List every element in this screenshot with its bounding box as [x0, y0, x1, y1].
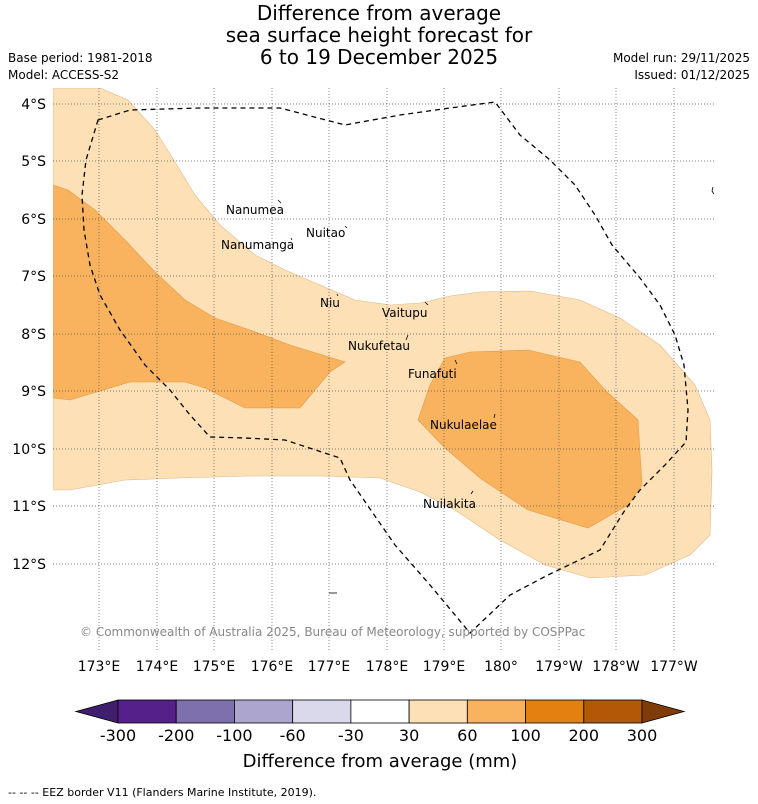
- place-nanumanga: Nanumanga: [221, 238, 294, 252]
- lon-label: 179°E: [423, 659, 466, 675]
- colorbar-tick-label: -60: [280, 726, 306, 745]
- colorbar-tick-label: 60: [457, 726, 477, 745]
- colorbar-tick-label: -200: [158, 726, 194, 745]
- colorbar-bin: [350, 699, 410, 724]
- colorbar-tick-label: 300: [627, 726, 658, 745]
- lon-labels: 173°E 174°E 175°E 176°E 177°E 178°E 179°…: [78, 659, 698, 675]
- colorbar-extend-low: [74, 699, 119, 724]
- lat-label: 4°S: [21, 97, 46, 113]
- colorbar-tick-label: -300: [100, 726, 136, 745]
- lon-label: 176°E: [251, 659, 294, 675]
- lat-label: 10°S: [12, 442, 46, 458]
- colorbar-title: Difference from average (mm): [243, 751, 518, 772]
- colorbar-bin: [175, 699, 235, 724]
- colorbar-tick-label: 30: [399, 726, 419, 745]
- lon-label: 178°W: [592, 659, 640, 675]
- colorbar-tick-label: -100: [216, 726, 252, 745]
- place-niu: Niu: [320, 296, 340, 310]
- colorbar-bin: [117, 699, 177, 724]
- colorbar-bin: [466, 699, 526, 724]
- colorbar-tick-label: 100: [510, 726, 541, 745]
- graticule: [53, 88, 714, 650]
- model-run: Model run: 29/11/2025: [612, 51, 750, 65]
- meta-left: Base period: 1981-2018 Model: ACCESS-S2: [8, 50, 153, 84]
- colorbar-bin: [408, 699, 468, 724]
- colorbar-tick-label: 200: [569, 726, 600, 745]
- lat-label: 5°S: [21, 154, 46, 170]
- colorbar-bin: [292, 699, 352, 724]
- lon-label: 175°E: [193, 659, 236, 675]
- title-line-2: sea surface height forecast for: [225, 23, 533, 47]
- lat-label: 9°S: [21, 384, 46, 400]
- place-funafuti: Funafuti: [408, 367, 457, 381]
- lon-label: 174°E: [136, 659, 179, 675]
- colorbar-tick-label: -30: [338, 726, 364, 745]
- issued-date: Issued: 01/12/2025: [634, 68, 750, 82]
- colorbar-extend-high: [641, 699, 686, 724]
- chart-title: Difference from average sea surface heig…: [0, 2, 758, 68]
- meta-right: Model run: 29/11/2025 Issued: 01/12/2025: [613, 50, 750, 84]
- title-line-3: 6 to 19 December 2025: [259, 45, 499, 69]
- place-vaitupu: Vaitupu: [382, 306, 428, 320]
- lat-label: 11°S: [12, 499, 46, 515]
- place-nanumea: Nanumea: [226, 203, 284, 217]
- map-area: Nanumea Nuitao Nanumanga Niu Vaitupu Nuk…: [53, 88, 714, 650]
- model-name: Model: ACCESS-S2: [8, 68, 120, 82]
- lat-labels: 4°S 5°S 6°S 7°S 8°S 9°S 10°S 11°S 12°S: [12, 97, 46, 573]
- colorbar-bin: [583, 699, 643, 724]
- lat-label: 8°S: [21, 327, 46, 343]
- lon-label: 173°E: [78, 659, 121, 675]
- colorbar-bin: [234, 699, 294, 724]
- lat-label: 12°S: [12, 557, 46, 573]
- lon-label: 177°W: [650, 659, 698, 675]
- lat-label: 6°S: [21, 212, 46, 228]
- copyright-text: © Commonwealth of Australia 2025, Bureau…: [80, 625, 585, 639]
- colorbar-bin: [525, 699, 585, 724]
- place-nuilakita: Nuilakita: [423, 497, 476, 511]
- colorbar: [74, 699, 686, 724]
- colorbar-ticks: -300 -200 -100 -60 -30 30 60 100 200 300: [100, 726, 657, 745]
- title-line-1: Difference from average: [256, 1, 502, 25]
- lon-label: 179°W: [535, 659, 583, 675]
- lon-label: 180°: [484, 659, 518, 675]
- place-labels: Nanumea Nuitao Nanumanga Niu Vaitupu Nuk…: [221, 203, 497, 511]
- lon-label: 178°E: [366, 659, 409, 675]
- base-period: Base period: 1981-2018: [8, 51, 153, 65]
- footer-legend: -- -- -- EEZ border V11 (Flanders Marine…: [8, 786, 317, 799]
- lon-label: 177°E: [308, 659, 351, 675]
- place-nukufetau: Nukufetau: [348, 339, 410, 353]
- island-markers: [277, 186, 714, 594]
- lat-label: 7°S: [21, 269, 46, 285]
- place-nukulaelae: Nukulaelae: [430, 418, 497, 432]
- place-nuitao: Nuitao: [306, 226, 345, 240]
- eez-border: [81, 101, 689, 634]
